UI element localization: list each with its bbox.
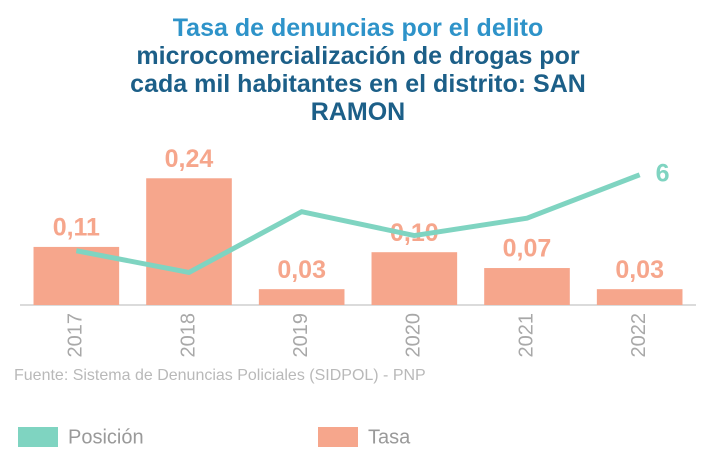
legend-label: Posición bbox=[68, 426, 144, 448]
title-line: Tasa de denuncias por el delito bbox=[172, 14, 544, 42]
title-line: RAMON bbox=[310, 98, 406, 126]
legend-swatch bbox=[318, 427, 358, 447]
bar-value-label: 0,11 bbox=[53, 214, 100, 242]
legend-swatch bbox=[18, 427, 58, 447]
bar bbox=[146, 178, 232, 305]
bar bbox=[258, 289, 345, 305]
x-tick-label: 2018 bbox=[177, 313, 199, 358]
title-line: microcomercialización de drogas por bbox=[136, 42, 580, 70]
bar-value-label: 0,03 bbox=[615, 256, 664, 284]
bar bbox=[596, 289, 683, 305]
legend-label: Tasa bbox=[368, 426, 411, 448]
chart-title: Tasa de denuncias por el delito microcom… bbox=[0, 14, 716, 126]
bar-value-label: 0,07 bbox=[503, 235, 552, 263]
x-tick-label: 2019 bbox=[290, 313, 312, 358]
x-tick-label: 2022 bbox=[628, 313, 650, 358]
x-tick-label: 2017 bbox=[65, 313, 87, 358]
line-value-label: 6 bbox=[656, 159, 670, 187]
source-note: Fuente: Sistema de Denuncias Policiales … bbox=[14, 367, 426, 384]
line bbox=[75, 172, 641, 275]
title-line: cada mil habitantes en el distrito: SAN bbox=[130, 70, 586, 98]
bar-value-label: 0,03 bbox=[277, 256, 326, 284]
x-tick-label: 2021 bbox=[515, 313, 537, 358]
bar-value-label: 0,24 bbox=[165, 145, 214, 173]
bar bbox=[484, 268, 570, 305]
bar bbox=[371, 252, 458, 305]
x-tick-label: 2020 bbox=[403, 313, 425, 358]
